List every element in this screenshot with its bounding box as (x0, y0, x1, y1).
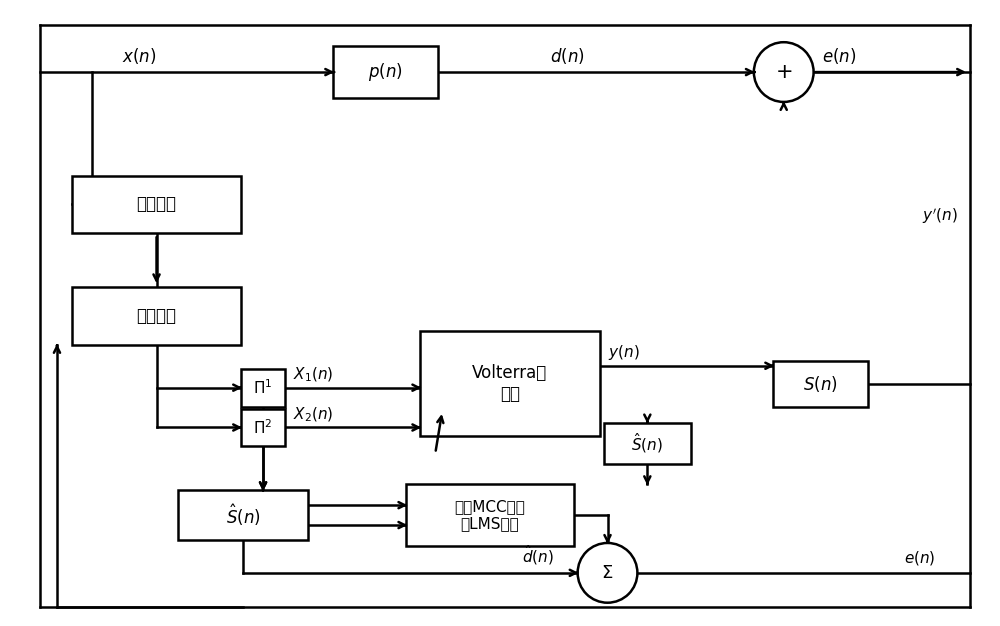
Text: $\hat{S}(n)$: $\hat{S}(n)$ (226, 502, 260, 528)
Text: 时延估计: 时延估计 (137, 307, 177, 325)
Text: $+$: $+$ (775, 62, 792, 82)
Text: $\hat{S}(n)$: $\hat{S}(n)$ (631, 431, 663, 455)
Bar (604, 423, 691, 464)
Bar (773, 361, 868, 406)
Text: $\Pi^1$: $\Pi^1$ (253, 378, 273, 397)
Text: $e(n)$: $e(n)$ (904, 549, 936, 567)
Bar (420, 331, 600, 436)
Bar (178, 490, 308, 540)
Text: $e(n)$: $e(n)$ (822, 46, 856, 66)
Text: $\Pi^2$: $\Pi^2$ (253, 418, 273, 437)
Text: $y'(n)$: $y'(n)$ (922, 207, 958, 227)
Circle shape (578, 543, 637, 603)
Text: $y(n)$: $y(n)$ (608, 343, 639, 362)
Text: $X_1(n)$: $X_1(n)$ (293, 366, 333, 384)
Bar (72, 176, 241, 233)
Text: 基于MCC的改
进LMS算法: 基于MCC的改 进LMS算法 (455, 499, 525, 531)
Text: $\Sigma$: $\Sigma$ (601, 564, 614, 582)
Text: 噪声预测: 噪声预测 (137, 195, 177, 213)
Text: $\hat{d}(n)$: $\hat{d}(n)$ (522, 543, 554, 567)
Bar (333, 46, 438, 98)
Text: $X_2(n)$: $X_2(n)$ (293, 405, 333, 424)
Bar (406, 485, 574, 546)
Text: $S(n)$: $S(n)$ (803, 374, 838, 394)
Text: $d(n)$: $d(n)$ (550, 46, 584, 66)
Bar (241, 409, 285, 446)
Text: Volterra滤
波器: Volterra滤 波器 (472, 364, 548, 403)
Circle shape (754, 42, 814, 102)
Text: $x(n)$: $x(n)$ (122, 46, 156, 66)
Bar (72, 287, 241, 345)
Text: $p(n)$: $p(n)$ (368, 61, 403, 83)
Bar (241, 369, 285, 406)
